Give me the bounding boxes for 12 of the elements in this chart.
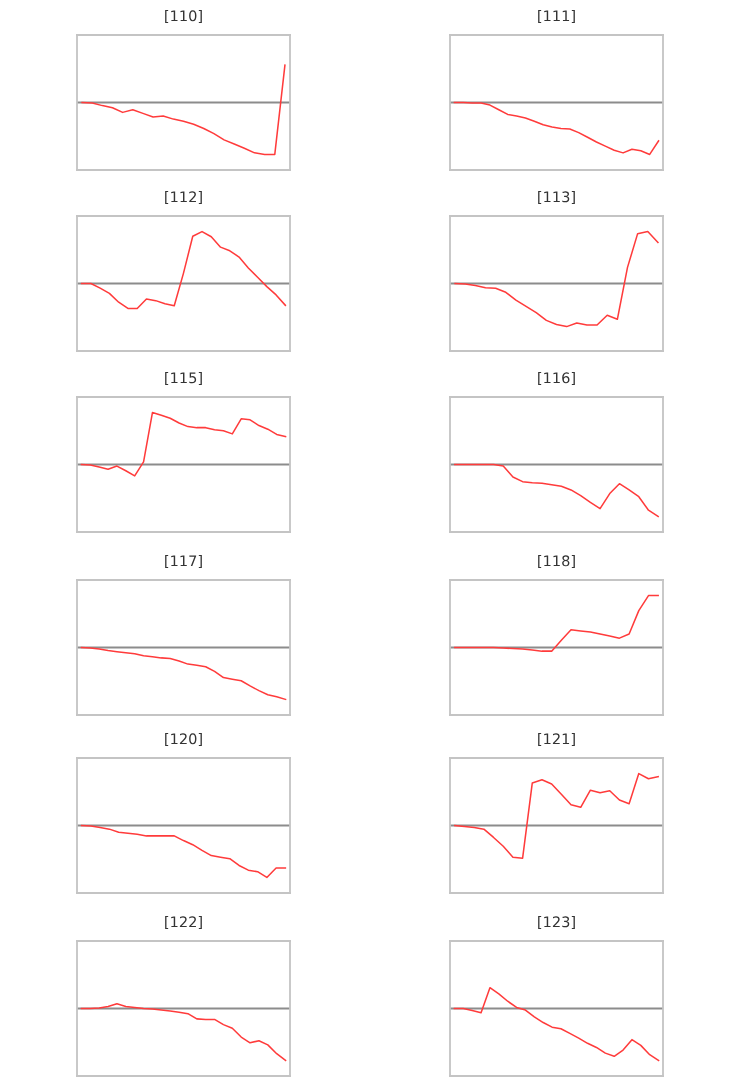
chart-title: [111]	[538, 10, 575, 24]
chart-title: [122]	[165, 916, 202, 930]
chart-title: [110]	[165, 10, 202, 24]
chart-title: [121]	[538, 733, 575, 747]
chart-title: [113]	[538, 191, 575, 205]
chart-title: [120]	[165, 733, 202, 747]
chart-title: [118]	[538, 555, 575, 569]
chart-title: [117]	[165, 555, 202, 569]
chart-title: [123]	[538, 916, 575, 930]
chart-title: [116]	[538, 372, 575, 386]
chart-title: [115]	[165, 372, 202, 386]
chart-title: [112]	[165, 191, 202, 205]
